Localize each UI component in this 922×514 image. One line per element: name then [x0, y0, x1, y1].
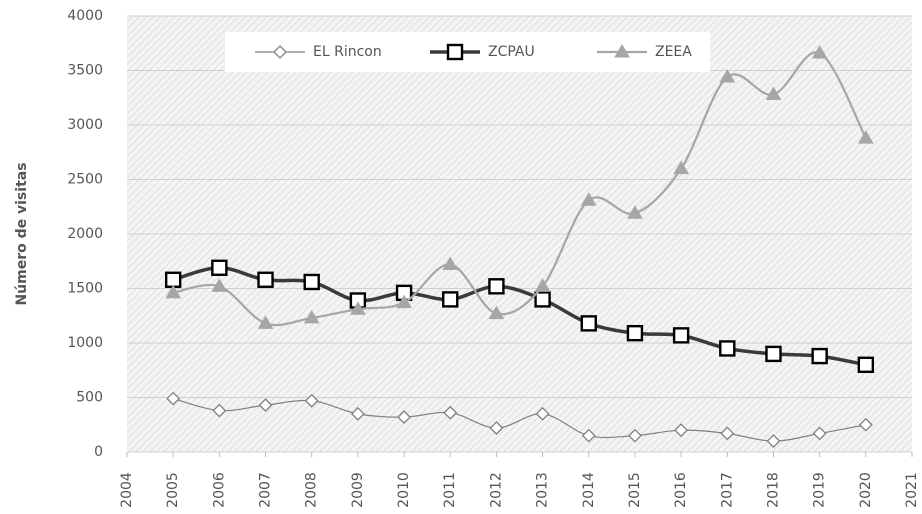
marker: [626, 324, 644, 342]
marker: [535, 406, 550, 421]
legend-marker: [614, 44, 630, 58]
x-tick-label: 2016: [673, 472, 689, 508]
marker: [858, 417, 873, 432]
marker: [397, 410, 411, 425]
x-tick-label: 2018: [765, 472, 781, 508]
marker: [811, 45, 828, 59]
y-tick-label: 3500: [67, 63, 103, 79]
marker: [812, 426, 827, 441]
marker: [580, 315, 597, 332]
marker: [166, 391, 181, 406]
marker: [257, 271, 274, 288]
marker: [303, 273, 320, 291]
x-tick-label: 2007: [258, 472, 274, 508]
x-tick-label: 2011: [442, 472, 458, 508]
marker: [211, 259, 228, 276]
x-tick-label: 2012: [488, 472, 504, 508]
x-tick-label: 2013: [535, 472, 551, 508]
marker: [857, 356, 875, 373]
marker: [766, 434, 781, 449]
marker: [489, 421, 504, 435]
legend-label: ZEEA: [655, 44, 692, 60]
marker: [765, 86, 782, 100]
y-tick-label: 1000: [67, 335, 103, 351]
marker: [580, 192, 597, 206]
y-tick-label: 1500: [67, 281, 103, 297]
y-tick-label: 3000: [67, 117, 103, 133]
x-tick-label: 2014: [581, 472, 597, 508]
marker: [534, 291, 551, 308]
marker: [719, 69, 736, 83]
marker: [581, 428, 596, 443]
marker: [257, 315, 274, 329]
marker: [674, 423, 689, 438]
series-line: [172, 266, 867, 367]
marker: [488, 278, 505, 295]
marker: [720, 426, 735, 441]
x-tick-label: 2019: [812, 472, 828, 508]
x-tick-label: 2004: [119, 472, 135, 508]
legend-label: ZCPAU: [488, 44, 535, 60]
marker: [212, 403, 227, 418]
legend-label: EL Rincon: [313, 44, 382, 60]
marker: [443, 405, 458, 420]
marker: [303, 309, 320, 324]
y-tick-label: 2500: [67, 172, 103, 188]
x-tick-label: 2005: [165, 472, 181, 508]
x-tick-label: 2006: [211, 472, 227, 508]
y-tick-label: 500: [76, 390, 103, 406]
marker: [211, 278, 228, 292]
marker: [857, 130, 874, 144]
marker: [765, 345, 782, 363]
marker: [164, 271, 182, 288]
y-tick-label: 2000: [67, 226, 103, 242]
marker: [488, 305, 505, 320]
marker: [442, 256, 459, 271]
x-tick-label: 2008: [304, 472, 320, 508]
marker: [442, 291, 459, 308]
marker: [304, 393, 319, 408]
marker: [628, 428, 642, 443]
marker: [627, 205, 643, 219]
marker: [719, 340, 736, 357]
y-tick-label: 0: [94, 444, 103, 460]
legend-marker: [446, 43, 464, 61]
series-line: [173, 398, 866, 442]
marker: [811, 347, 828, 365]
marker: [673, 160, 689, 175]
marker: [672, 327, 690, 344]
x-tick-label: 2015: [627, 472, 643, 508]
marker: [350, 301, 366, 315]
x-tick-label: 2010: [396, 472, 412, 508]
y-tick-label: 4000: [67, 8, 103, 24]
y-axis-label: Número de visitas: [14, 162, 30, 305]
marker: [350, 406, 365, 421]
marker: [534, 278, 551, 292]
x-tick-label: 2009: [350, 472, 366, 508]
marker: [396, 294, 412, 309]
x-tick-label: 2020: [858, 472, 874, 508]
x-tick-label: 2017: [719, 472, 735, 508]
legend-marker: [273, 45, 287, 59]
marker: [165, 284, 182, 299]
marker: [258, 398, 273, 413]
x-tick-label: 2021: [904, 472, 920, 508]
